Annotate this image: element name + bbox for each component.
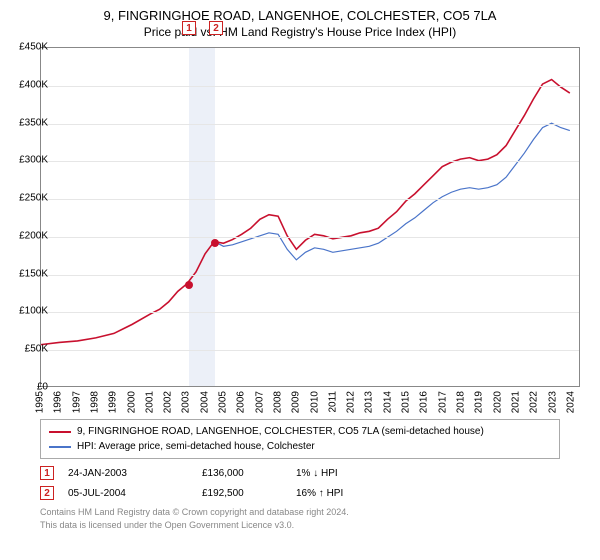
sales-price: £136,000 — [202, 468, 282, 479]
sale-dot-2 — [211, 239, 219, 247]
sales-price: £192,500 — [202, 488, 282, 499]
x-axis-label: 2006 — [236, 391, 247, 413]
y-axis-label: £250K — [19, 193, 48, 204]
grid-line — [41, 124, 579, 125]
grid-line — [41, 161, 579, 162]
grid-line — [41, 275, 579, 276]
x-axis-label: 2023 — [547, 391, 558, 413]
x-axis-label: 2015 — [401, 391, 412, 413]
x-axis-label: 1995 — [35, 391, 46, 413]
chart-area: £0£50K£100K£150K£200K£250K£300K£350K£400… — [36, 43, 596, 413]
sales-date: 24-JAN-2003 — [68, 468, 188, 479]
x-axis-label: 2014 — [382, 391, 393, 413]
x-axis-label: 2018 — [456, 391, 467, 413]
x-axis-label: 2000 — [126, 391, 137, 413]
x-axis-label: 2019 — [474, 391, 485, 413]
x-axis-label: 2008 — [272, 391, 283, 413]
y-axis-label: £300K — [19, 155, 48, 166]
x-axis-label: 1998 — [89, 391, 100, 413]
x-axis-label: 2013 — [364, 391, 375, 413]
y-axis-label: £450K — [19, 42, 48, 53]
x-axis-label: 2010 — [309, 391, 320, 413]
x-axis-label: 2002 — [163, 391, 174, 413]
legend-swatch — [49, 446, 71, 448]
x-axis-label: 2012 — [346, 391, 357, 413]
x-axis-label: 2020 — [492, 391, 503, 413]
sales-date: 05-JUL-2004 — [68, 488, 188, 499]
chart-title: 9, FINGRINGHOE ROAD, LANGENHOE, COLCHEST… — [0, 0, 600, 23]
legend-item: 9, FINGRINGHOE ROAD, LANGENHOE, COLCHEST… — [49, 424, 551, 439]
x-axis-label: 1997 — [71, 391, 82, 413]
x-axis-label: 2024 — [565, 391, 576, 413]
x-axis-label: 2017 — [437, 391, 448, 413]
y-axis-label: £50K — [25, 344, 48, 355]
x-axis-label: 2021 — [510, 391, 521, 413]
series-hpi — [214, 123, 570, 260]
grid-line — [41, 86, 579, 87]
x-axis-label: 2016 — [419, 391, 430, 413]
sales-table: 1 24-JAN-2003 £136,000 1% ↓ HPI 2 05-JUL-2004… — [40, 463, 560, 503]
sales-diff: 16% ↑ HPI — [296, 488, 386, 499]
sales-marker: 2 — [40, 486, 54, 500]
x-axis-label: 2003 — [181, 391, 192, 413]
x-axis-label: 2022 — [529, 391, 540, 413]
sales-row: 1 24-JAN-2003 £136,000 1% ↓ HPI — [40, 463, 560, 483]
legend-label: 9, FINGRINGHOE ROAD, LANGENHOE, COLCHEST… — [77, 426, 484, 437]
legend: 9, FINGRINGHOE ROAD, LANGENHOE, COLCHEST… — [40, 419, 560, 459]
y-axis-label: £150K — [19, 268, 48, 279]
x-axis-label: 2007 — [254, 391, 265, 413]
grid-line — [41, 237, 579, 238]
grid-line — [41, 312, 579, 313]
legend-swatch — [49, 431, 71, 433]
sale-dot-1 — [185, 281, 193, 289]
y-axis-label: £200K — [19, 230, 48, 241]
series-property — [41, 80, 570, 345]
x-axis-label: 2001 — [144, 391, 155, 413]
sales-marker: 1 — [40, 466, 54, 480]
footnote-copyright: Contains HM Land Registry data © Crown c… — [40, 507, 560, 518]
grid-line — [41, 350, 579, 351]
sale-marker-1: 1 — [182, 21, 196, 35]
sales-row: 2 05-JUL-2004 £192,500 16% ↑ HPI — [40, 483, 560, 503]
y-axis-label: £400K — [19, 79, 48, 90]
chart-svg — [41, 48, 579, 386]
footnote-licence: This data is licensed under the Open Gov… — [40, 520, 560, 531]
x-axis-label: 2005 — [218, 391, 229, 413]
sale-marker-2: 2 — [209, 21, 223, 35]
legend-item: HPI: Average price, semi-detached house,… — [49, 439, 551, 454]
y-axis-label: £350K — [19, 117, 48, 128]
sales-diff: 1% ↓ HPI — [296, 468, 386, 479]
y-axis-label: £100K — [19, 306, 48, 317]
chart-subtitle: Price paid vs. HM Land Registry's House … — [0, 23, 600, 43]
x-axis-label: 1999 — [108, 391, 119, 413]
grid-line — [41, 199, 579, 200]
plot-region — [40, 47, 580, 387]
x-axis-label: 2009 — [291, 391, 302, 413]
legend-label: HPI: Average price, semi-detached house,… — [77, 441, 315, 452]
x-axis-label: 2004 — [199, 391, 210, 413]
x-axis-label: 1996 — [53, 391, 64, 413]
x-axis-label: 2011 — [327, 391, 338, 413]
